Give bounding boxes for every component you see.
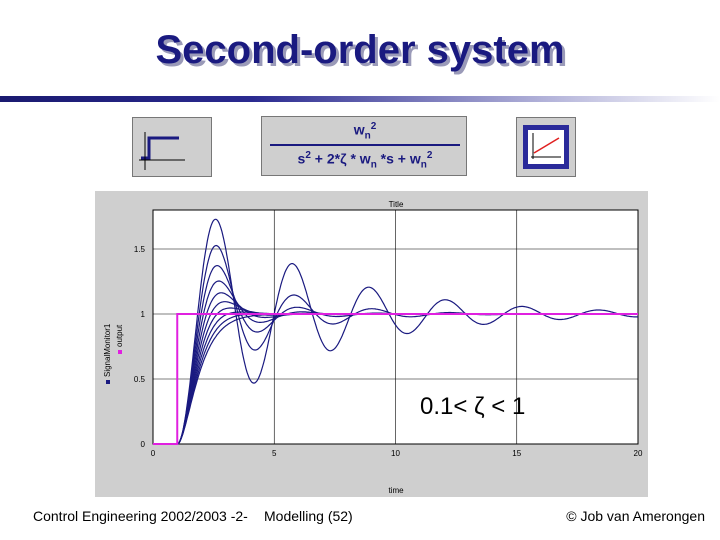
chart-title: Title bbox=[389, 200, 404, 209]
slide-title: Second-order system bbox=[155, 28, 565, 72]
x-tick-label: 15 bbox=[512, 449, 521, 458]
x-tick-label: 0 bbox=[151, 449, 156, 458]
scope-block[interactable] bbox=[516, 117, 576, 177]
tf-denominator: s2 + 2*ζ * wn *s + wn2 bbox=[297, 150, 433, 171]
y-tick-label: 0 bbox=[141, 440, 146, 449]
fraction-line bbox=[270, 144, 460, 146]
response-chart: 0 5 10 15 20 0 0.5 1 1.5 Title time SignalMonito… bbox=[103, 200, 643, 495]
title-rule bbox=[0, 96, 720, 102]
footer-author: © Job van Amerongen bbox=[566, 508, 705, 524]
y-tick-label: 0.5 bbox=[134, 375, 146, 384]
step-source-block[interactable] bbox=[132, 117, 212, 177]
step-input-line bbox=[153, 313, 638, 445]
x-axis-label: time bbox=[388, 486, 404, 495]
tf-numerator: wn2 bbox=[353, 121, 377, 142]
x-tick-label: 5 bbox=[272, 449, 277, 458]
scope-icon bbox=[523, 125, 569, 169]
legend-entry-signalmonitor: SignalMonitor1 bbox=[103, 323, 112, 377]
transfer-function-block[interactable]: wn2 s2 + 2*ζ * wn *s + wn2 bbox=[261, 116, 467, 176]
legend-entry-output: output bbox=[115, 324, 124, 347]
step-icon bbox=[139, 132, 185, 170]
footer-page: Modelling (52) bbox=[264, 508, 353, 524]
legend-swatch-signalmonitor bbox=[106, 380, 110, 384]
legend-swatch-output bbox=[118, 350, 122, 354]
footer-course: Control Engineering 2002/2003 -2- bbox=[33, 508, 248, 524]
plot-panel: 0 5 10 15 20 0 0.5 1 1.5 Title time SignalMonito… bbox=[95, 191, 648, 497]
y-tick-label: 1 bbox=[141, 310, 146, 319]
y-tick-label: 1.5 bbox=[134, 245, 146, 254]
zeta-range-annotation: 0.1< ζ < 1 bbox=[420, 393, 525, 420]
x-tick-label: 20 bbox=[634, 449, 643, 458]
x-tick-label: 10 bbox=[391, 449, 400, 458]
